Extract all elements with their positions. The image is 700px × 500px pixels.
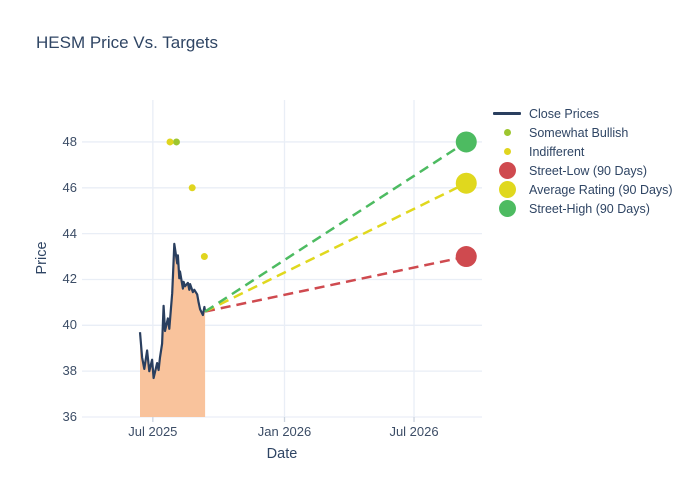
legend-label: Street-Low (90 Days) — [529, 163, 648, 178]
y-axis-title: Price — [34, 241, 50, 275]
legend: Close Prices Somewhat Bullish Indifferen… — [491, 104, 673, 218]
indifferent-point[interactable] — [188, 184, 196, 192]
legend-item-street-low[interactable]: Street-Low (90 Days) — [491, 161, 673, 180]
legend-item-average-rating[interactable]: Average Rating (90 Days) — [491, 180, 673, 199]
average-rating-trend-line — [204, 182, 467, 313]
indifferent-point[interactable] — [166, 138, 174, 146]
close-prices-line-icon — [491, 112, 523, 115]
legend-label: Somewhat Bullish — [529, 125, 629, 140]
legend-label: Indifferent — [529, 144, 585, 159]
x-axis-title: Date — [266, 446, 298, 462]
close-prices-line — [138, 242, 207, 380]
legend-label: Close Prices — [529, 106, 600, 121]
close-prices-area — [140, 243, 206, 417]
street-low-circle-icon — [491, 162, 523, 179]
street-high-trend-line — [204, 140, 467, 313]
legend-label: Average Rating (90 Days) — [529, 182, 673, 197]
legend-item-close-prices[interactable]: Close Prices — [491, 104, 673, 123]
average-rating-marker[interactable] — [455, 172, 477, 194]
chart-title: HESM Price Vs. Targets — [36, 33, 219, 52]
street-low-trend-line — [204, 255, 467, 313]
street-high-circle-icon — [491, 200, 523, 217]
average-rating-circle-icon — [491, 181, 523, 198]
legend-item-indifferent[interactable]: Indifferent — [491, 142, 673, 161]
legend-item-street-high[interactable]: Street-High (90 Days) — [491, 199, 673, 218]
street-high-marker[interactable] — [455, 131, 477, 153]
legend-label: Street-High (90 Days) — [529, 201, 650, 216]
street-low-marker[interactable] — [455, 246, 477, 268]
indifferent-point[interactable] — [200, 253, 208, 261]
somewhat-bullish-point[interactable] — [172, 138, 180, 146]
indifferent-dot-icon — [491, 148, 523, 155]
somewhat-bullish-dot-icon — [491, 129, 523, 136]
legend-item-somewhat-bullish[interactable]: Somewhat Bullish — [491, 123, 673, 142]
